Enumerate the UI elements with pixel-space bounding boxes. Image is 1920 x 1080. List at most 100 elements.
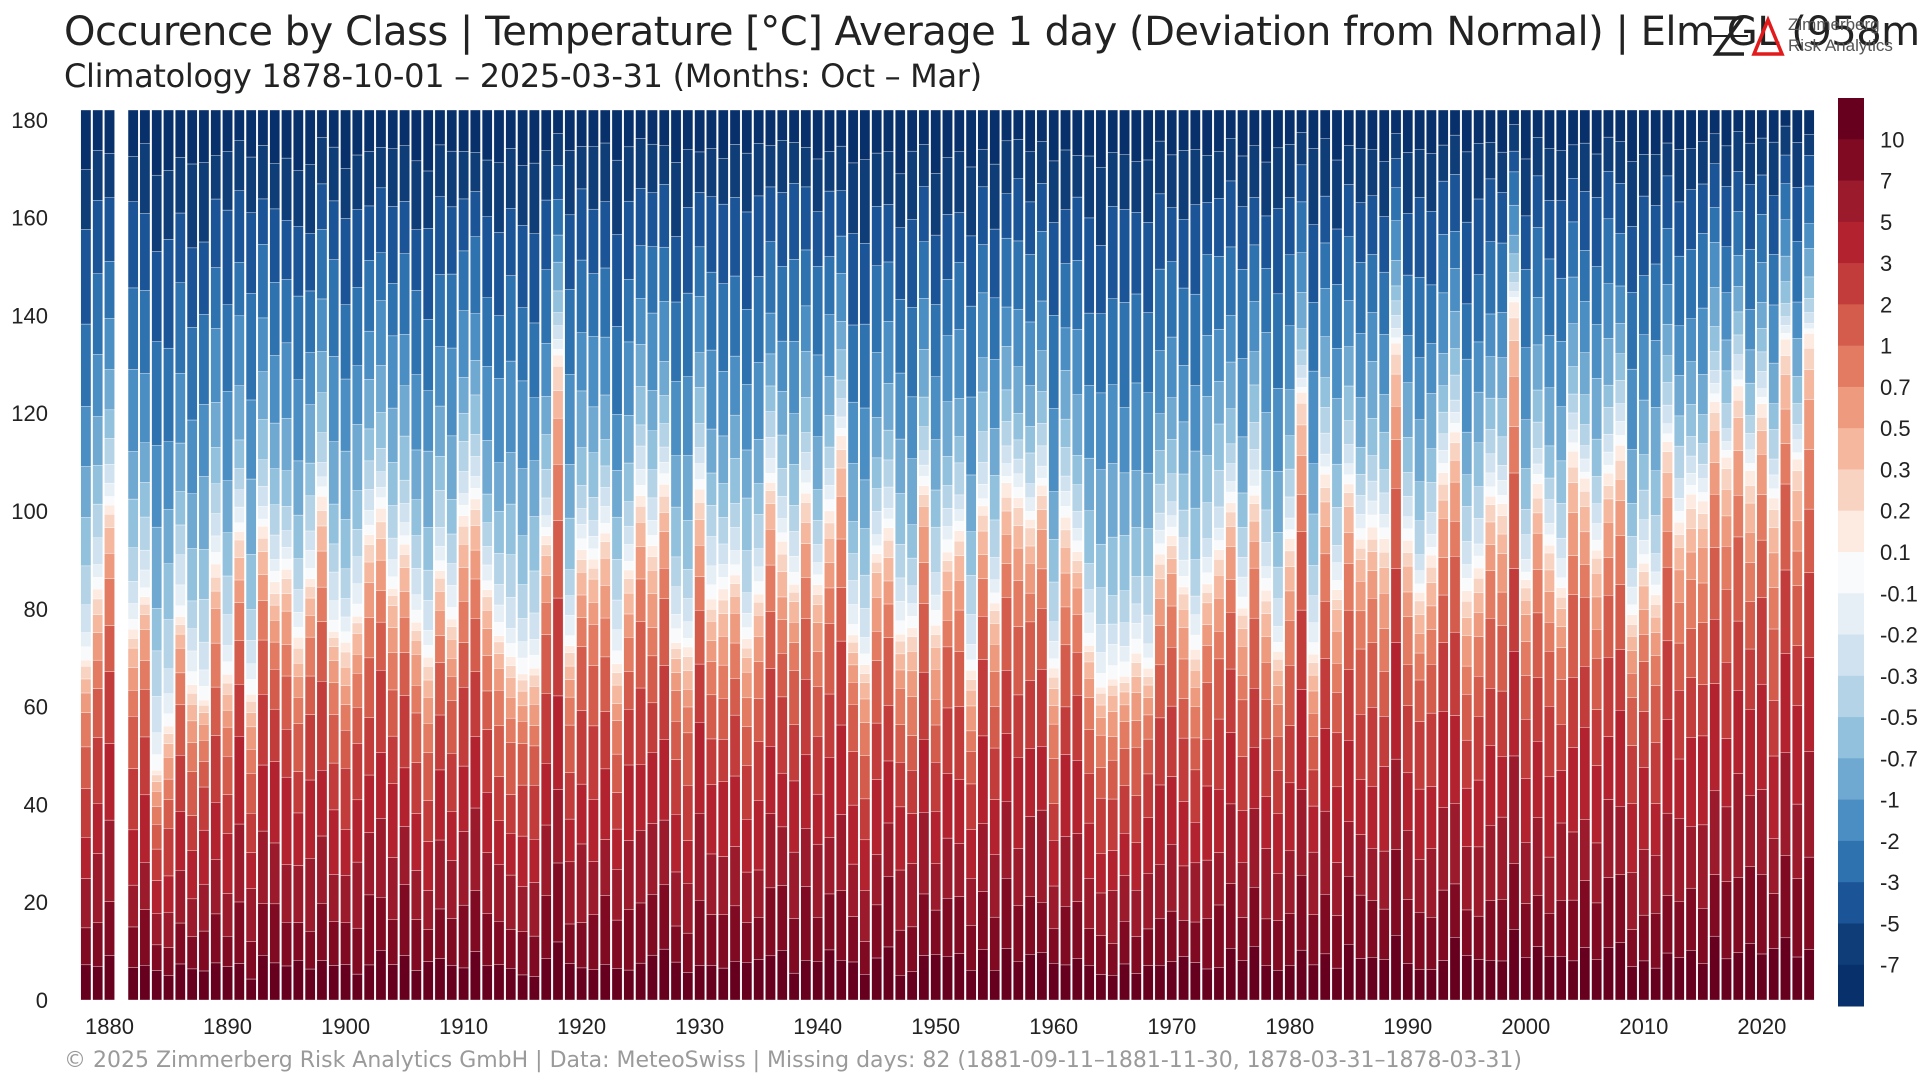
bar-segment [1650, 340, 1661, 408]
bar-segment [1237, 675, 1248, 701]
bar-segment [127, 109, 139, 157]
bar-segment [352, 424, 363, 491]
bar-segment [824, 537, 835, 563]
bar-segment [328, 259, 340, 357]
bar-segment [1579, 424, 1591, 446]
bar-1932 [717, 109, 729, 1001]
bar-segment [706, 965, 717, 1001]
bar-segment [906, 813, 918, 864]
bar-segment [422, 630, 434, 646]
bar-segment [599, 617, 611, 658]
bar-segment [1437, 109, 1449, 146]
bar-segment [965, 689, 977, 707]
bar-segment [1650, 604, 1661, 618]
bar-segment [871, 957, 882, 1001]
bar-segment [1756, 430, 1768, 455]
bar-segment [1119, 407, 1130, 474]
bar-segment [257, 955, 269, 1001]
bar-segment [670, 109, 682, 163]
bar-segment [234, 385, 245, 441]
bar-segment [1650, 912, 1661, 969]
bar-segment [1792, 956, 1803, 1001]
bar-segment [1319, 810, 1331, 895]
bar-segment [1107, 109, 1118, 153]
bar-segment [1319, 336, 1331, 378]
bar-segment [481, 440, 493, 495]
bar-segment [1792, 301, 1803, 339]
bar-segment [175, 704, 186, 756]
bar-segment [104, 553, 115, 579]
bar-segment [800, 452, 812, 471]
bar-segment [1343, 300, 1355, 347]
bar-2013 [1674, 109, 1685, 1001]
bar-segment [363, 205, 375, 261]
bar-segment [871, 417, 882, 459]
bar-segment [139, 516, 151, 551]
bar-segment [1579, 564, 1591, 598]
bar-1994 [1449, 109, 1461, 1001]
bar-segment [670, 162, 682, 237]
bar-1957 [1013, 109, 1024, 1001]
bar-segment [1555, 608, 1567, 627]
bar-segment [647, 823, 658, 895]
bar-segment [1461, 564, 1473, 579]
bar-segment [222, 575, 233, 615]
bar-segment [127, 156, 139, 202]
bar-1978 [1260, 109, 1272, 1001]
bar-segment [1190, 204, 1201, 295]
bar-segment [989, 671, 1000, 707]
bar-segment [1296, 875, 1307, 951]
bar-segment [1142, 773, 1154, 818]
bar-segment [493, 668, 505, 691]
bar-segment [245, 679, 257, 695]
bar-segment [989, 519, 1000, 558]
bar-segment [186, 742, 198, 772]
bar-segment [163, 778, 174, 800]
bar-segment [777, 619, 788, 654]
bar-segment [1013, 413, 1024, 441]
bar-segment [647, 593, 658, 628]
bar-segment [1803, 949, 1815, 1001]
bar-segment [1343, 145, 1355, 185]
bar-segment [1803, 312, 1815, 324]
bar-segment [588, 497, 599, 521]
bar-segment [753, 661, 764, 699]
bar-segment [1249, 503, 1260, 522]
bar-segment [1013, 366, 1024, 414]
bar-segment [906, 770, 918, 814]
bar-segment [104, 819, 115, 902]
bar-segment [363, 534, 375, 545]
bar-segment [1024, 527, 1036, 547]
y-tick-label: 120 [11, 401, 48, 426]
bar-segment [859, 479, 871, 529]
bar-segment [1508, 755, 1520, 864]
bar-segment [186, 936, 198, 970]
bar-segment [1709, 242, 1720, 288]
bar-segment [399, 503, 410, 523]
bar-segment [1496, 625, 1508, 692]
bar-segment [363, 582, 375, 618]
bar-segment [895, 227, 906, 300]
bar-segment [304, 714, 316, 781]
bar-segment [151, 944, 162, 971]
bar-segment [269, 571, 280, 583]
bar-1992 [1426, 109, 1437, 1001]
bar-1898 [316, 109, 328, 1001]
bar-segment [1496, 465, 1508, 481]
bar-segment [717, 914, 729, 969]
bar-segment [741, 612, 753, 628]
logo-name-line2: Risk Analytics [1788, 36, 1893, 55]
bar-segment [1485, 617, 1496, 689]
bar-segment [847, 863, 859, 917]
bar-segment [470, 456, 481, 477]
bar-segment [1390, 342, 1402, 355]
bar-segment [1296, 387, 1307, 393]
bar-segment [422, 696, 434, 724]
bar-segment [293, 771, 304, 814]
bar-segment [163, 619, 174, 670]
bar-segment [411, 654, 422, 686]
bar-segment [104, 625, 115, 672]
bar-segment [316, 476, 328, 487]
bar-segment [658, 361, 670, 396]
bar-segment [1591, 503, 1602, 524]
